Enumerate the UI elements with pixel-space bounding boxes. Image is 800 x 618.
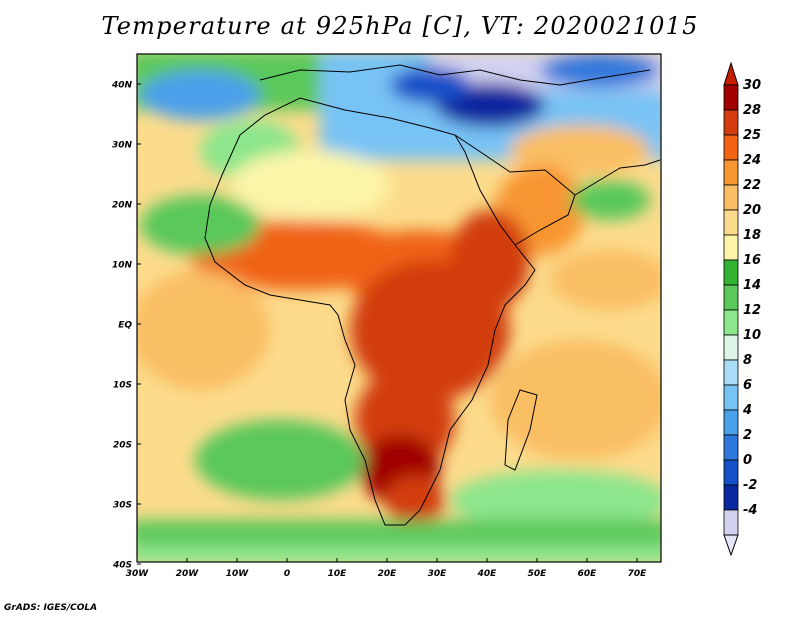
colorbar-label: 24 <box>743 153 761 168</box>
colorbar-swatch <box>723 484 739 511</box>
colorbar-label: 12 <box>743 303 761 318</box>
lat-tick-label: 40N <box>111 81 133 91</box>
colorbar-swatch <box>723 259 739 286</box>
lon-tick-label: 70E <box>628 569 648 579</box>
lat-tick-label: 30S <box>113 501 132 511</box>
colorbar-label: 28 <box>743 103 761 118</box>
colorbar-top-arrow <box>723 61 739 86</box>
colorbar-label: 6 <box>743 378 752 393</box>
longitude-axis: 30W 20W 10W 0 10E 20E 30E 40E 50E 60E 70E <box>126 558 647 579</box>
lon-tick-label: 40E <box>477 569 498 579</box>
colorbar-swatch <box>723 134 739 161</box>
colorbar-label: 10 <box>743 328 761 343</box>
colorbar-swatch <box>723 409 739 436</box>
lon-tick-label: 60E <box>578 569 598 579</box>
colorbar-swatch <box>723 434 739 461</box>
colorbar-swatch <box>723 309 739 336</box>
temperature-field <box>137 54 661 562</box>
map-title: Temperature at 925hPa [C], VT: 202002101… <box>101 12 699 40</box>
colorbar-label: 14 <box>743 278 761 293</box>
colorbar-label: -2 <box>743 478 757 493</box>
colorbar-swatch <box>723 359 739 386</box>
colorbar-swatch <box>723 209 739 236</box>
colorbar-swatch <box>723 509 739 536</box>
map-frame <box>136 53 662 563</box>
grads-credit: GrADS: IGES/COLA <box>4 603 98 613</box>
lon-tick-label: 10E <box>328 569 348 579</box>
lon-tick-label: 20E <box>378 569 398 579</box>
lat-tick-label: 20S <box>113 441 132 451</box>
lon-tick-label: 10W <box>226 569 250 579</box>
colorbar-label: 8 <box>743 353 752 368</box>
colorbar-label: 2 <box>743 428 752 443</box>
lon-tick-label: 0 <box>284 569 290 579</box>
lat-tick-label: 20N <box>112 201 133 211</box>
lon-tick-label: 20W <box>176 569 200 579</box>
colorbar-swatch <box>723 284 739 311</box>
colorbar-swatch <box>723 109 739 136</box>
latitude-axis: 40N 30N 20N 10N EQ 10S 20S 30S 40S <box>111 81 141 571</box>
lat-tick-label: 10S <box>113 381 132 391</box>
lon-tick-label: 30E <box>428 569 448 579</box>
colorbar-bottom-arrow <box>723 534 739 557</box>
lon-tick-label: 30W <box>126 569 150 579</box>
colorbar-swatch <box>723 84 739 111</box>
lon-tick-label: 50E <box>528 569 548 579</box>
colorbar-label: 30 <box>743 78 761 93</box>
lat-tick-label: EQ <box>118 321 132 331</box>
lat-tick-label: 30N <box>112 141 133 151</box>
colorbar-label: 16 <box>743 253 761 268</box>
colorbar-label: 18 <box>743 228 761 243</box>
colorbar-swatch <box>723 184 739 211</box>
colorbar-label: 25 <box>743 128 761 143</box>
colorbar-label: 22 <box>743 178 761 193</box>
colorbar-swatch <box>723 384 739 411</box>
colorbar-swatch <box>723 159 739 186</box>
colorbar-label: 0 <box>743 453 752 468</box>
lat-tick-label: 40S <box>112 561 132 571</box>
colorbar-swatch <box>723 334 739 361</box>
colorbar-label: 20 <box>743 203 761 218</box>
colorbar-swatch <box>723 459 739 486</box>
colorbar-label: 4 <box>742 403 752 418</box>
lat-tick-label: 10N <box>112 261 133 271</box>
coastlines <box>204 64 661 526</box>
colorbar-label: -4 <box>743 503 757 518</box>
colorbar-swatch <box>723 234 739 261</box>
